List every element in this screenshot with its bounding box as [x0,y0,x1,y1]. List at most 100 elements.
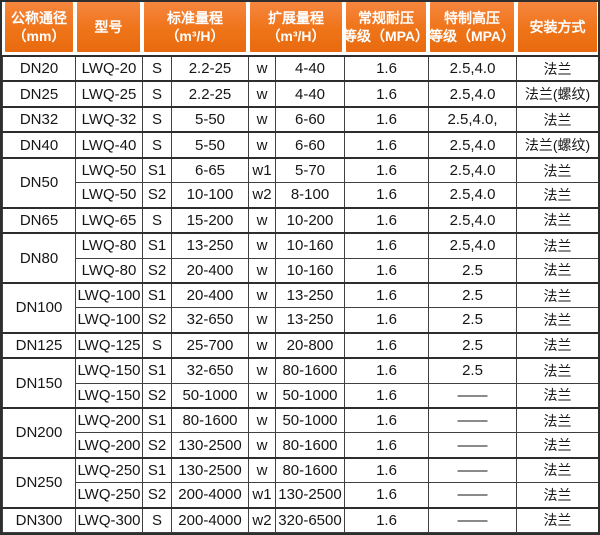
cell-ext: 10-160 [275,257,345,284]
header-cell-normal-pressure: 常规耐压 等级（MPA） [343,2,429,55]
cell-high-mpa: —— [428,456,517,484]
cell-std: 5-50 [171,105,249,133]
cell-ext: 50-1000 [275,382,345,409]
cell-std: 15-200 [171,206,249,234]
cell-ext: 80-1600 [275,357,345,384]
cell-install: 法兰 [516,432,598,459]
cell-s: S [142,506,172,533]
cell-ext: 6-60 [275,131,345,159]
header-line: （mm） [12,28,66,44]
cell-std: 50-1000 [171,382,249,409]
header-cell-install: 安装方式 [516,2,598,55]
cell-ext: 50-1000 [275,406,345,434]
cell-normal-mpa: 1.6 [344,131,429,159]
header-cell-standard-range: 标准量程 （m³/H） [142,2,248,55]
cell-normal-mpa: 1.6 [344,206,429,234]
cell-normal-mpa: 1.6 [344,432,429,459]
cell-w: w1 [248,156,276,184]
cell-normal-mpa: 1.6 [344,331,429,359]
cell-normal-mpa: 1.6 [344,307,429,334]
cell-nominal-diameter: DN65 [2,206,76,234]
cell-std: 2.2-25 [171,54,249,82]
header-label-special-pressure: 特制高压 等级（MPA） [429,2,515,52]
cell-nominal-diameter: DN300 [2,506,76,533]
cell-install: 法兰 [516,206,598,234]
cell-s: S1 [142,156,172,184]
cell-s: S [142,331,172,359]
header-label-extended-range: 扩展量程 （m³/H） [250,2,342,52]
cell-std: 13-250 [171,232,249,259]
cell-std: 20-400 [171,257,249,284]
cell-model: LWQ-300 [75,506,143,533]
cell-high-mpa: 2.5,4.0 [428,232,517,259]
cell-high-mpa: 2.5,4.0 [428,80,517,108]
header-label-install: 安装方式 [518,2,597,52]
cell-install: 法兰 [516,307,598,334]
cell-std: 130-2500 [171,456,249,484]
cell-install: 法兰(螺纹) [516,80,598,108]
cell-install: 法兰 [516,54,598,82]
cell-s: S [142,131,172,159]
cell-high-mpa: 2.5 [428,281,517,309]
cell-nominal-diameter: DN150 [2,357,76,409]
cell-s: S [142,54,172,82]
cell-model: LWQ-50 [75,156,143,184]
table-body: DN20 LWQ-20 S 2.2-25 w 4-40 1.6 2.5,4.0 法兰 DN25 LW… [2,54,598,533]
cell-ext: 6-60 [275,105,345,133]
cell-w: w2 [248,506,276,533]
cell-nominal-diameter: DN250 [2,456,76,508]
cell-w: w [248,456,276,484]
cell-normal-mpa: 1.6 [344,232,429,259]
cell-w: w [248,382,276,409]
cell-ext: 13-250 [275,281,345,309]
cell-high-mpa: —— [428,506,517,533]
cell-ext: 130-2500 [275,482,345,508]
cell-install: 法兰 [516,331,598,359]
cell-high-mpa: —— [428,382,517,409]
cell-w: w1 [248,482,276,508]
table-row: LWQ-200 S2 130-2500 w 80-1600 1.6 —— 法兰 [3,432,598,459]
cell-std: 20-400 [171,281,249,309]
cell-model: LWQ-125 [75,331,143,359]
cell-w: w [248,307,276,334]
cell-s: S2 [142,182,172,209]
cell-model: LWQ-20 [75,54,143,82]
cell-w: w [248,281,276,309]
cell-high-mpa: 2.5,4.0 [428,54,517,82]
cell-s: S [142,105,172,133]
cell-ext: 4-40 [275,80,345,108]
cell-s: S2 [142,257,172,284]
header-line: 型号 [94,18,123,35]
cell-std: 200-4000 [171,506,249,533]
cell-s: S2 [142,432,172,459]
cell-high-mpa: 2.5 [428,257,517,284]
table-header: 公称通径 （mm） 型号 标准量程 （m³/H） 扩展量程 （m³/H） 常规 [2,2,598,55]
cell-ext: 8-100 [275,182,345,209]
cell-model: LWQ-100 [75,307,143,334]
cell-std: 32-650 [171,357,249,384]
header-cell-extended-range: 扩展量程 （m³/H） [248,2,344,55]
cell-install: 法兰 [516,406,598,434]
cell-ext: 80-1600 [275,432,345,459]
cell-w: w [248,331,276,359]
cell-normal-mpa: 1.6 [344,156,429,184]
table-row: DN250 LWQ-250 S1 130-2500 w 80-1600 1.6 —— 法兰 [2,456,598,508]
cell-model: LWQ-80 [75,257,143,284]
cell-high-mpa: 2.5 [428,331,517,359]
cell-s: S2 [142,482,172,508]
cell-normal-mpa: 1.6 [344,506,429,533]
cell-model: LWQ-50 [75,182,143,209]
header-line: 标准量程 [167,9,223,26]
header-line: 扩展量程 [268,9,324,26]
header-line: 安装方式 [529,18,586,35]
table-row: LWQ-250 S2 200-4000 w1 130-2500 1.6 —— 法兰 [3,482,598,508]
cell-high-mpa: 2.5,4.0 [428,131,517,159]
cell-w: w [248,206,276,234]
cell-w: w [248,80,276,108]
cell-normal-mpa: 1.6 [344,105,429,133]
cell-normal-mpa: 1.6 [344,80,429,108]
cell-normal-mpa: 1.6 [344,357,429,384]
table-row: LWQ-150 S2 50-1000 w 50-1000 1.6 —— 法兰 [3,382,598,409]
header-line: （m³/H） [165,28,225,44]
